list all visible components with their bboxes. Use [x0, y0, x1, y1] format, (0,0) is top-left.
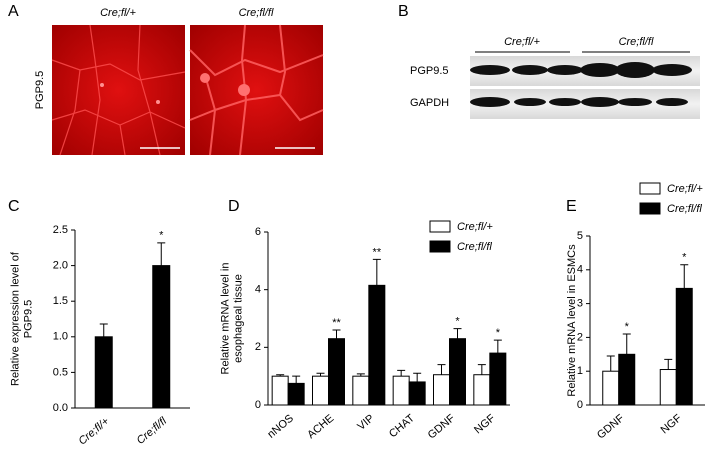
- significance-mark: *: [682, 252, 687, 264]
- y-tick-label: 0: [255, 399, 261, 411]
- y-tick-label: 2.0: [53, 260, 68, 272]
- legend-swatch: [639, 182, 661, 195]
- error-bar: [453, 328, 462, 339]
- panel-label: D: [228, 198, 240, 215]
- legend-label: Cre;fl/+: [667, 183, 703, 195]
- significance-mark: *: [496, 327, 501, 339]
- bar: [94, 336, 113, 409]
- fluorescence-image: [51, 24, 186, 156]
- bar: [408, 381, 426, 406]
- error-bar: [493, 339, 502, 354]
- panel-label: B: [398, 3, 409, 20]
- error-bar: [397, 369, 406, 377]
- significance-mark: **: [332, 317, 341, 329]
- error-bar: [332, 329, 341, 339]
- bar: [392, 375, 410, 406]
- bar: [659, 369, 677, 406]
- group-label: Cre;fl/fl: [619, 36, 654, 48]
- error-bar: [292, 375, 301, 384]
- y-tick-label: 5: [577, 230, 583, 242]
- error-bar: [680, 264, 689, 289]
- legend-swatch: [639, 202, 661, 215]
- western-blot: [470, 51, 700, 119]
- row-label: PGP9.5: [34, 71, 46, 110]
- bar: [433, 374, 450, 406]
- x-tick-label: ACHE: [305, 412, 336, 441]
- x-tick-label: NGF: [472, 412, 498, 436]
- y-tick-label: 1.5: [53, 295, 68, 307]
- error-bar: [606, 355, 615, 372]
- bar: [312, 375, 329, 406]
- error-bar: [99, 323, 108, 337]
- bar: [675, 287, 693, 406]
- y-tick-label: 2: [577, 331, 583, 343]
- bar: [271, 375, 289, 406]
- y-tick-label: 6: [255, 226, 261, 238]
- y-tick-label: 4: [577, 264, 583, 276]
- y-tick-label: 1: [577, 365, 583, 377]
- bar: [152, 265, 171, 409]
- error-bar: [437, 364, 446, 375]
- y-tick-label: 3: [577, 298, 583, 310]
- y-tick-label: 2.5: [53, 224, 68, 236]
- significance-mark: *: [455, 315, 460, 327]
- column-label: Cre;fl/fl: [239, 7, 274, 19]
- group-label: Cre;fl/+: [504, 36, 540, 48]
- error-bar: [316, 372, 325, 377]
- x-tick-label: Cre;fl/+: [76, 415, 112, 448]
- fluorescence-image: [189, 24, 324, 156]
- error-bar: [276, 374, 285, 377]
- significance-mark: *: [625, 321, 630, 333]
- significance-mark: *: [159, 230, 164, 242]
- y-tick-label: 0.5: [53, 366, 68, 378]
- legend-swatch: [429, 220, 451, 233]
- error-bar: [622, 333, 631, 355]
- column-label: Cre;fl/+: [100, 7, 136, 19]
- y-axis-label: PGP9.5: [22, 300, 34, 339]
- legend-swatch: [429, 240, 451, 253]
- x-tick-label: Cre;fl/fl: [135, 415, 170, 447]
- bar: [602, 370, 620, 406]
- y-axis-label: Relative mRNA level in ESMCs: [566, 244, 578, 397]
- bar: [489, 352, 507, 406]
- bar: [287, 382, 305, 406]
- bar: [352, 375, 370, 406]
- panel-label: C: [8, 198, 20, 215]
- x-tick-label: VIP: [355, 412, 376, 433]
- error-bar: [372, 258, 381, 286]
- error-bar: [356, 373, 365, 377]
- y-axis-label: esophageal tissue: [232, 274, 244, 363]
- row-label: PGP9.5: [410, 65, 449, 77]
- legend-label: Cre;fl/fl: [667, 203, 702, 215]
- bar: [328, 338, 345, 406]
- y-tick-label: 0: [577, 399, 583, 411]
- panel-label: A: [8, 3, 19, 20]
- error-bar: [413, 372, 422, 382]
- error-bar: [664, 358, 673, 370]
- y-axis-label: Relative expression level of: [9, 251, 21, 386]
- y-tick-label: 0.0: [53, 402, 68, 414]
- bar: [618, 353, 636, 406]
- legend-label: Cre;fl/+: [457, 221, 493, 233]
- y-tick-label: 2: [255, 341, 261, 353]
- y-axis-label: Relative mRNA level in: [219, 263, 231, 375]
- y-tick-label: 1.0: [53, 331, 68, 343]
- error-bar: [477, 364, 486, 375]
- row-label: GAPDH: [410, 97, 449, 109]
- y-tick-label: 4: [255, 284, 261, 296]
- bar: [368, 284, 386, 406]
- legend-label: Cre;fl/fl: [457, 241, 492, 253]
- x-tick-label: NGF: [659, 412, 685, 436]
- x-tick-label: GDNF: [426, 412, 458, 441]
- bar: [473, 374, 491, 406]
- bar: [449, 338, 466, 406]
- x-tick-label: nNOS: [265, 412, 296, 440]
- x-tick-label: CHAT: [387, 412, 417, 440]
- x-tick-label: GDNF: [595, 412, 627, 441]
- panel-label: E: [566, 198, 577, 215]
- significance-mark: **: [373, 246, 382, 258]
- error-bar: [157, 242, 166, 266]
